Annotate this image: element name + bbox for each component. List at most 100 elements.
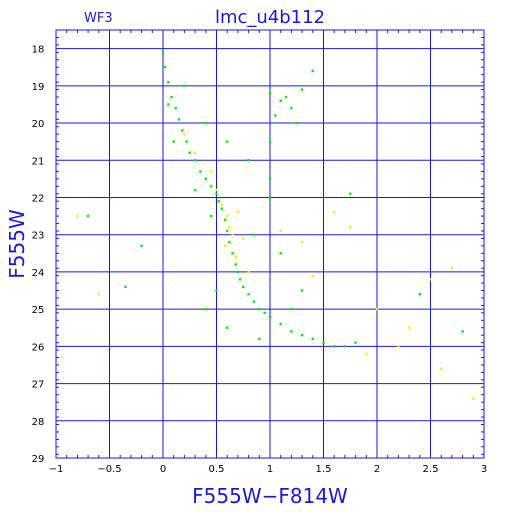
- data-point: [252, 300, 256, 303]
- data-point: [199, 170, 202, 173]
- y-tick-label: 21: [32, 156, 45, 167]
- x-tick-label: 2.5: [423, 464, 439, 475]
- data-point: [177, 118, 181, 121]
- data-point: [268, 140, 272, 143]
- x-tick-labels: −1 −0.5 0 0.5 1 1.5 2 2.5 3: [49, 464, 488, 475]
- data-point: [258, 337, 261, 341]
- data-point: [311, 337, 314, 341]
- data-point: [472, 397, 475, 400]
- axis-ticks: [55, 29, 485, 458]
- data-point: [174, 106, 178, 110]
- data-point: [375, 307, 379, 311]
- chart-title: lmc_u4b112: [215, 7, 325, 28]
- data-point: [268, 315, 272, 318]
- data-point: [258, 307, 261, 311]
- data-point: [223, 218, 227, 222]
- y-tick-label: 24: [32, 268, 45, 279]
- data-point: [290, 106, 293, 110]
- data-point: [242, 285, 245, 288]
- data-point: [215, 188, 218, 192]
- data-point: [231, 233, 234, 236]
- data-point: [279, 229, 282, 233]
- data-point: [263, 311, 266, 315]
- data-point: [295, 121, 298, 125]
- x-tick-label: 0.5: [209, 464, 225, 475]
- data-point: [97, 293, 100, 296]
- data-point: [76, 214, 79, 218]
- x-axis-label: F555W−F814W: [192, 484, 348, 508]
- data-point: [300, 289, 304, 292]
- data-point: [183, 133, 186, 136]
- x-tick-label: 2: [374, 464, 380, 475]
- data-point: [238, 278, 242, 281]
- data-point: [223, 244, 227, 248]
- y-tick-label: 23: [32, 231, 45, 242]
- data-point: [228, 226, 231, 229]
- data-point: [181, 129, 184, 132]
- x-tick-label: 0: [160, 464, 166, 475]
- data-point: [193, 151, 197, 155]
- data-point: [279, 99, 282, 102]
- x-tick-label: 1.5: [316, 464, 332, 475]
- data-point: [193, 159, 197, 162]
- data-point: [183, 84, 186, 88]
- data-point: [188, 151, 191, 155]
- data-point: [349, 192, 352, 195]
- data-point: [167, 80, 170, 84]
- data-point: [290, 307, 293, 311]
- y-tick-label: 26: [32, 342, 45, 353]
- data-point: [220, 203, 224, 207]
- data-point: [236, 270, 240, 274]
- data-point: [365, 352, 368, 355]
- data-point: [418, 293, 421, 296]
- x-tick-label: −0.5: [97, 464, 121, 475]
- data-point: [209, 214, 213, 218]
- data-point: [300, 333, 304, 337]
- data-point: [140, 244, 143, 248]
- data-point: [209, 170, 213, 173]
- corner-label: WF3: [84, 11, 113, 26]
- plot-frame: [55, 29, 485, 459]
- data-point: [167, 103, 170, 106]
- data-point: [226, 140, 229, 143]
- data-point: [217, 200, 220, 203]
- data-point: [333, 345, 336, 348]
- data-point: [215, 192, 218, 195]
- data-point: [161, 51, 165, 54]
- data-point: [236, 211, 240, 214]
- x-tick-label: 3: [481, 464, 487, 475]
- data-point: [204, 177, 207, 181]
- data-point: [322, 341, 325, 344]
- data-point: [86, 214, 90, 218]
- data-point: [300, 240, 304, 244]
- data-point: [204, 307, 207, 311]
- data-point: [124, 285, 127, 288]
- x-tick-label: 1: [267, 464, 273, 475]
- data-point: [247, 293, 250, 296]
- y-tick-label: 27: [32, 380, 45, 391]
- data-point: [252, 233, 256, 236]
- x-tick-label: −1: [49, 464, 64, 475]
- data-point: [226, 214, 229, 218]
- data-point: [397, 345, 400, 348]
- data-point: [226, 326, 229, 329]
- data-point: [163, 66, 167, 69]
- data-point: [311, 274, 314, 277]
- data-point: [228, 240, 231, 244]
- data-point: [242, 237, 245, 240]
- data-point: [343, 345, 347, 348]
- data-point: [311, 69, 314, 73]
- data-point: [450, 266, 454, 270]
- data-point: [215, 289, 218, 292]
- y-axis-label: F555W: [5, 209, 29, 279]
- data-point: [247, 159, 250, 162]
- y-tick-label: 28: [32, 417, 45, 428]
- data-point: [290, 330, 293, 333]
- data-point: [333, 211, 336, 214]
- data-point: [274, 114, 277, 117]
- data-point: [185, 140, 188, 143]
- y-tick-label: 20: [32, 119, 45, 130]
- data-point: [231, 252, 234, 255]
- data-point: [234, 263, 237, 266]
- data-point: [268, 92, 272, 95]
